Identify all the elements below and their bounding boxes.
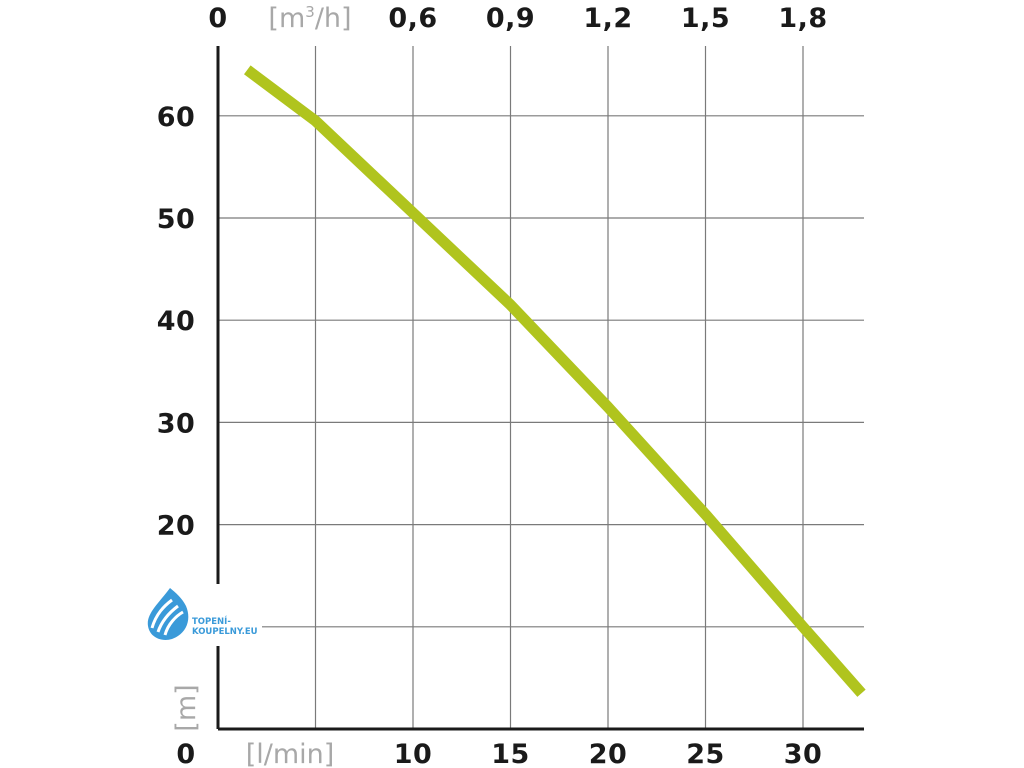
y-tick-label: 30 [157, 408, 196, 439]
x-tick-label: 15 [491, 739, 530, 768]
logo: TOPENÍ- KOUPELNY.EU [138, 584, 262, 646]
tick-labels: 0 [l/min] 10 15 20 25 30 0 [m3/h] 0,6 0,9 1,2 1,5 1,8… [157, 3, 827, 768]
x-axis-unit-label: [l/min] [246, 739, 335, 768]
logo-text-line1: TOPENÍ- [192, 615, 231, 627]
y-axis-unit-label: [m] [171, 684, 202, 731]
x-top-tick-label: 1,2 [583, 3, 632, 34]
x-top-tick-label: 1,8 [778, 3, 827, 34]
water-drop-icon [147, 588, 189, 640]
x-tick-label: 10 [394, 739, 433, 768]
x-top-axis-unit-label: [m3/h] [268, 3, 351, 34]
y-tick-label: 60 [157, 102, 196, 133]
series [244, 65, 866, 697]
x-tick-label: 30 [784, 739, 823, 768]
grid [218, 46, 864, 729]
x-tick-label: 20 [589, 739, 628, 768]
x-tick-label-origin: 0 [176, 739, 195, 768]
series-line [244, 65, 866, 697]
y-tick-label: 40 [157, 306, 196, 337]
x-top-tick-label-origin: 0 [208, 3, 227, 34]
y-tick-label: 50 [157, 204, 196, 235]
x-top-tick-label: 0,9 [486, 3, 535, 34]
logo-text-line2: KOUPELNY.EU [192, 627, 258, 637]
x-tick-label: 25 [686, 739, 725, 768]
y-tick-label: 20 [157, 511, 196, 542]
x-top-tick-label: 1,5 [681, 3, 730, 34]
x-top-tick-label: 0,6 [388, 3, 437, 34]
